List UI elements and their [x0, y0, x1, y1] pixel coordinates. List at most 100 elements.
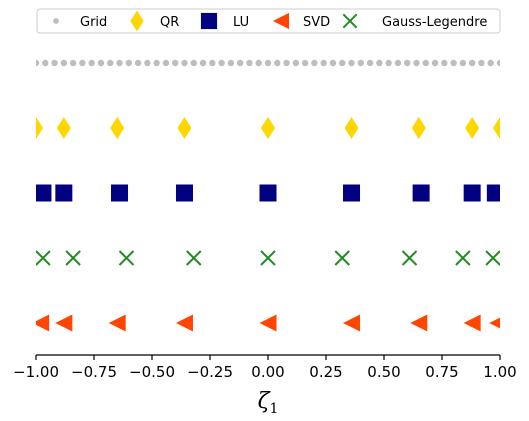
- data-point: [301, 59, 309, 67]
- series-grid: [36, 59, 500, 67]
- data-point: [259, 184, 277, 202]
- x-tick-label: −0.25: [187, 363, 233, 381]
- data-point: [463, 184, 481, 202]
- data-point: [412, 184, 430, 202]
- data-point: [65, 250, 81, 266]
- x-axis-label-symbol: ζ: [258, 389, 272, 414]
- data-point: [348, 59, 355, 67]
- data-point: [108, 314, 126, 332]
- data-point: [431, 59, 439, 67]
- data-point: [111, 184, 129, 202]
- data-point: [264, 59, 272, 67]
- data-point: [60, 59, 68, 67]
- data-point: [320, 59, 327, 67]
- series-svd: [36, 314, 500, 332]
- data-point: [51, 59, 58, 67]
- data-point: [450, 59, 457, 67]
- data-point: [413, 59, 420, 67]
- data-point: [366, 59, 374, 67]
- data-point: [36, 250, 51, 266]
- data-point: [259, 314, 277, 332]
- data-point: [496, 59, 500, 67]
- data-point: [181, 59, 188, 67]
- data-point: [465, 117, 480, 139]
- legend: Grid QR LU SVD Gauss-Legendre: [36, 8, 501, 34]
- data-point: [107, 59, 114, 67]
- data-point: [236, 59, 244, 67]
- x-axis: −1.00 −0.75 −0.50 −0.25 0.00 0.25 0.50 0.75 1.00: [13, 354, 517, 381]
- data-point: [487, 59, 494, 67]
- series-qr: [36, 117, 500, 139]
- data-point: [404, 59, 411, 67]
- data-point: [292, 59, 300, 67]
- legend-marker: [200, 12, 218, 30]
- x-tick-label: 0.00: [251, 363, 284, 381]
- data-point: [311, 59, 318, 67]
- x-axis-label: ζ1: [258, 389, 279, 417]
- data-point: [172, 59, 179, 67]
- data-point: [218, 59, 225, 67]
- series-gauss-legendre: [36, 250, 500, 266]
- data-point: [394, 59, 402, 67]
- legend-marker: [272, 12, 290, 30]
- data-point: [411, 117, 426, 139]
- series-lu: [36, 184, 500, 202]
- data-point: [209, 59, 216, 67]
- data-point: [283, 59, 290, 67]
- legend-label: Gauss-Legendre: [382, 15, 487, 30]
- data-point: [88, 59, 95, 67]
- x-tick-label: 1.00: [483, 363, 516, 381]
- data-point: [329, 59, 337, 67]
- data-point: [144, 59, 151, 67]
- data-point: [376, 59, 383, 67]
- data-point: [485, 250, 500, 266]
- data-point: [177, 117, 192, 139]
- legend-label: SVD: [303, 15, 330, 30]
- data-point: [455, 250, 471, 266]
- legend-frame: [36, 8, 501, 34]
- data-point: [246, 59, 253, 67]
- data-point: [410, 314, 428, 332]
- data-point: [175, 184, 193, 202]
- data-point: [344, 117, 359, 139]
- data-point: [190, 59, 197, 67]
- data-point: [175, 314, 193, 332]
- legend-marker: [130, 10, 144, 32]
- data-point: [422, 59, 429, 67]
- data-point: [186, 250, 202, 266]
- data-point: [55, 314, 73, 332]
- data-point: [385, 59, 392, 67]
- data-point: [79, 59, 86, 67]
- data-point: [334, 250, 350, 266]
- data-point: [125, 59, 132, 67]
- x-tick-label: 0.25: [309, 363, 342, 381]
- data-point: [42, 59, 49, 67]
- data-point: [441, 59, 448, 67]
- x-tick-label: −0.50: [129, 363, 175, 381]
- data-point: [478, 59, 485, 67]
- data-point: [274, 59, 281, 67]
- data-point: [69, 59, 77, 67]
- data-point: [486, 184, 500, 202]
- data-point: [36, 184, 52, 202]
- x-axis-label-subscript: 1: [270, 401, 279, 417]
- data-point: [401, 250, 418, 266]
- data-point: [55, 184, 73, 202]
- legend-label: Grid: [80, 15, 107, 30]
- data-point: [463, 314, 481, 332]
- legend-marker: [342, 13, 358, 29]
- data-point: [260, 250, 276, 266]
- data-point: [343, 184, 361, 202]
- data-point: [339, 59, 346, 67]
- data-point: [36, 59, 40, 67]
- data-point: [227, 59, 235, 67]
- legend-label: LU: [233, 15, 249, 30]
- data-point: [116, 59, 123, 67]
- data-point: [489, 317, 500, 329]
- x-tick-label: 0.75: [425, 363, 458, 381]
- x-tick-label: −0.75: [71, 363, 117, 381]
- data-point: [36, 117, 43, 139]
- data-point: [36, 314, 50, 332]
- data-point: [97, 59, 105, 67]
